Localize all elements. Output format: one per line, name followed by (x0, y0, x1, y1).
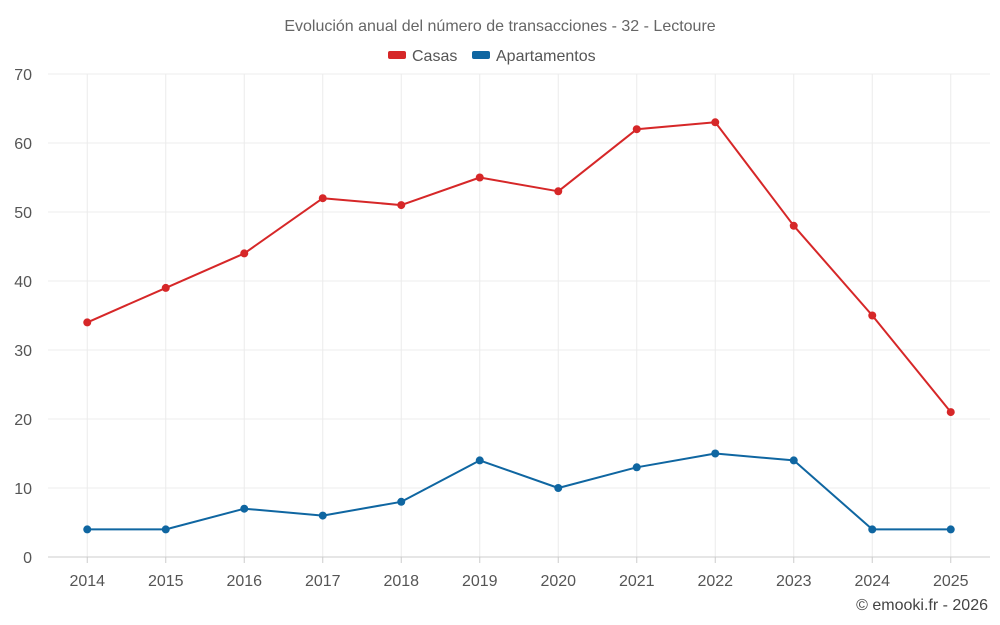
y-tick-label: 20 (14, 412, 32, 429)
series-line-apartamentos (87, 452, 951, 531)
x-tick-label: 2020 (540, 573, 576, 590)
data-point-apartamentos[interactable] (789, 456, 798, 465)
legend-item-casas[interactable]: Casas (388, 48, 457, 65)
x-tick-label: 2017 (305, 573, 341, 590)
x-tick-label: 2014 (69, 573, 105, 590)
x-tick-label: 2016 (226, 573, 262, 590)
x-tick-label: 2019 (462, 573, 498, 590)
axes: 0 10 20 30 40 50 60 70 2014 2015 2016 2017 2018 2019 2… (14, 67, 990, 590)
data-point-apartamentos[interactable] (397, 497, 406, 506)
data-point-casas[interactable] (632, 125, 641, 134)
data-point-apartamentos[interactable] (161, 525, 170, 534)
data-point-casas[interactable] (554, 187, 563, 196)
y-tick-label: 10 (14, 481, 32, 498)
data-point-apartamentos[interactable] (240, 504, 249, 513)
series-apartamentos (83, 449, 955, 534)
data-point-casas[interactable] (789, 221, 798, 230)
y-tick-label: 50 (14, 205, 32, 222)
data-point-apartamentos[interactable] (946, 525, 955, 534)
data-point-casas[interactable] (397, 201, 406, 210)
data-point-casas[interactable] (83, 318, 92, 327)
data-point-casas[interactable] (868, 311, 877, 320)
legend: Casas Apartamentos (388, 48, 596, 65)
data-point-casas[interactable] (946, 408, 955, 417)
legend-label-apartamentos: Apartamentos (496, 48, 596, 65)
credit-text: © emooki.fr - 2026 (856, 597, 988, 614)
data-point-casas[interactable] (711, 118, 720, 127)
data-point-apartamentos[interactable] (83, 525, 92, 534)
data-point-apartamentos[interactable] (711, 449, 720, 458)
data-point-casas[interactable] (475, 173, 484, 182)
y-tick-label: 60 (14, 136, 32, 153)
series (83, 118, 955, 534)
x-tick-label: 2023 (776, 573, 812, 590)
series-casas (83, 118, 955, 417)
x-tick-label: 2022 (697, 573, 733, 590)
legend-swatch-apartamentos (472, 51, 490, 59)
x-tick-label: 2025 (933, 573, 969, 590)
data-point-casas[interactable] (318, 194, 327, 203)
data-point-apartamentos[interactable] (632, 463, 641, 472)
legend-item-apartamentos[interactable]: Apartamentos (472, 48, 596, 65)
legend-swatch-casas (388, 51, 406, 59)
x-tick-label: 2018 (383, 573, 419, 590)
grid (48, 73, 990, 557)
data-point-apartamentos[interactable] (868, 525, 877, 534)
chart-title: Evolución anual del número de transaccio… (284, 18, 715, 35)
legend-label-casas: Casas (412, 48, 457, 65)
data-point-apartamentos[interactable] (475, 456, 484, 465)
y-tick-label: 0 (23, 550, 32, 567)
data-point-casas[interactable] (240, 249, 249, 258)
data-point-casas[interactable] (161, 283, 170, 292)
data-point-apartamentos[interactable] (554, 484, 563, 492)
x-tick-label: 2015 (148, 573, 184, 590)
y-tick-label: 70 (14, 67, 32, 84)
x-tick-label: 2021 (619, 573, 655, 590)
x-tick-label: 2024 (854, 573, 890, 590)
y-tick-label: 30 (14, 343, 32, 360)
series-line-casas (86, 121, 952, 413)
data-point-apartamentos[interactable] (318, 511, 327, 520)
y-tick-label: 40 (14, 274, 32, 291)
